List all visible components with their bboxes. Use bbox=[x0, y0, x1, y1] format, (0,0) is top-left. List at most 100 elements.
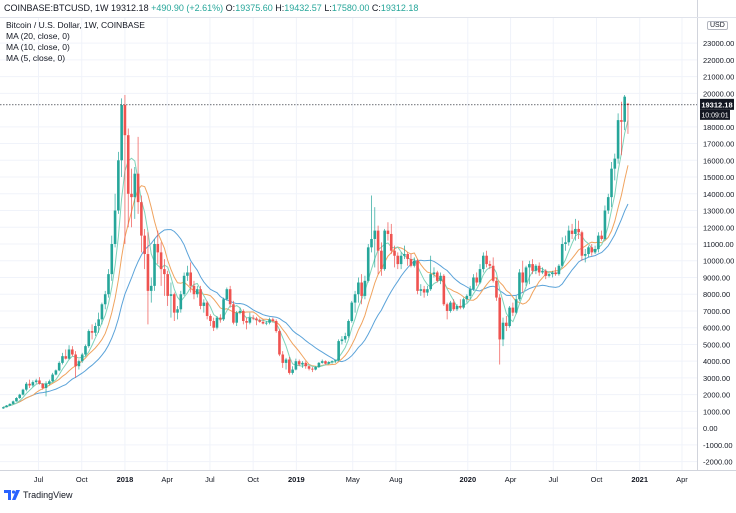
candle-body bbox=[169, 294, 173, 296]
candle-body bbox=[172, 294, 176, 313]
candle bbox=[294, 358, 298, 371]
y-tick-label: 1000.00 bbox=[703, 407, 730, 416]
legend-ma5[interactable]: MA (5, close, 0) bbox=[6, 53, 66, 63]
candle bbox=[54, 369, 58, 376]
candle bbox=[202, 299, 206, 313]
candle-body bbox=[255, 318, 258, 321]
high-label: H: bbox=[275, 3, 285, 13]
candle bbox=[511, 302, 515, 316]
candle bbox=[610, 161, 613, 208]
candle-body bbox=[100, 304, 104, 320]
candle bbox=[281, 351, 285, 368]
candle bbox=[159, 242, 163, 286]
candle-body bbox=[324, 361, 327, 364]
candle-body bbox=[495, 280, 498, 298]
candle bbox=[343, 332, 347, 343]
legend-title[interactable]: Bitcoin / U.S. Dollar, 1W, COINBASE bbox=[6, 20, 145, 30]
candle-body bbox=[534, 265, 538, 271]
candle bbox=[524, 265, 528, 286]
candle-body bbox=[61, 356, 64, 363]
y-tick-label: 15000.00 bbox=[703, 173, 734, 182]
candle-body bbox=[8, 403, 12, 406]
currency-button[interactable]: USD bbox=[707, 21, 728, 30]
candle-body bbox=[317, 362, 321, 368]
candle bbox=[468, 285, 472, 300]
candle-body bbox=[57, 362, 61, 371]
candle bbox=[439, 272, 442, 285]
x-tick-label: Oct bbox=[247, 475, 260, 484]
candle-body bbox=[67, 349, 71, 359]
candle-body bbox=[25, 383, 28, 390]
candle bbox=[380, 242, 383, 276]
candle bbox=[389, 223, 393, 255]
candle-body bbox=[412, 260, 416, 266]
candle-body bbox=[179, 294, 183, 310]
x-tick-label: May bbox=[346, 475, 360, 484]
candle-body bbox=[186, 272, 189, 276]
candle bbox=[25, 382, 28, 392]
candle-body bbox=[426, 289, 429, 293]
legend-ma20[interactable]: MA (20, close, 0) bbox=[6, 31, 70, 41]
candle bbox=[248, 312, 252, 325]
candle-body bbox=[284, 359, 288, 363]
candle-body bbox=[248, 317, 252, 323]
candle bbox=[186, 265, 189, 281]
symbol-label[interactable]: COINBASE:BTCUSD, 1W bbox=[4, 3, 109, 13]
candle-body bbox=[291, 369, 294, 373]
legend-ma10[interactable]: MA (10, close, 0) bbox=[6, 42, 70, 52]
candle-body bbox=[514, 299, 518, 313]
candle bbox=[169, 282, 173, 318]
candle-body bbox=[462, 299, 465, 308]
candle bbox=[564, 235, 567, 251]
y-tick-label: 20000.00 bbox=[703, 89, 734, 98]
brand-logo[interactable]: TradingView bbox=[4, 490, 73, 500]
candle-body bbox=[574, 228, 577, 234]
candle-body bbox=[301, 362, 304, 365]
x-tick-label: Jul bbox=[34, 475, 44, 484]
candle-body bbox=[551, 272, 554, 275]
candle-body bbox=[84, 346, 87, 355]
candle bbox=[176, 305, 179, 320]
candle bbox=[261, 319, 265, 325]
x-tick-label: Oct bbox=[76, 475, 89, 484]
candle-body bbox=[567, 230, 571, 243]
candle bbox=[360, 274, 363, 305]
candle-body bbox=[120, 105, 123, 161]
open-label: O: bbox=[225, 3, 236, 13]
candle bbox=[123, 95, 127, 244]
candle bbox=[87, 329, 91, 348]
low-value: 17580.00 bbox=[331, 3, 370, 13]
x-tick-label: Aug bbox=[389, 475, 402, 484]
candle bbox=[67, 345, 71, 360]
candle-body bbox=[44, 383, 48, 388]
ma20-line bbox=[3, 203, 629, 408]
change-value: +490.90 (+2.61%) bbox=[151, 3, 224, 13]
candle-body bbox=[570, 230, 574, 234]
candle-body bbox=[528, 264, 531, 268]
candle bbox=[90, 324, 94, 340]
candle-body bbox=[347, 321, 350, 337]
candle bbox=[31, 380, 35, 388]
candle-body bbox=[241, 310, 245, 322]
x-tick-label: Apr bbox=[161, 475, 173, 484]
candle-body bbox=[314, 367, 317, 370]
candle-body bbox=[5, 405, 8, 408]
candle bbox=[488, 260, 492, 270]
candle bbox=[268, 317, 271, 325]
candle bbox=[419, 284, 423, 296]
candle-body bbox=[603, 210, 607, 239]
candle bbox=[590, 244, 594, 256]
candles bbox=[1, 95, 630, 409]
candle bbox=[179, 290, 183, 313]
candle-body bbox=[18, 394, 22, 399]
candle-body bbox=[554, 272, 557, 275]
candle bbox=[442, 274, 446, 306]
x-tick-label: Oct bbox=[591, 475, 604, 484]
candle bbox=[320, 359, 324, 364]
candle-body bbox=[468, 289, 472, 296]
candle-body bbox=[524, 267, 528, 283]
candle-body bbox=[1, 407, 5, 409]
candle bbox=[472, 274, 475, 291]
candle-body bbox=[505, 322, 508, 327]
